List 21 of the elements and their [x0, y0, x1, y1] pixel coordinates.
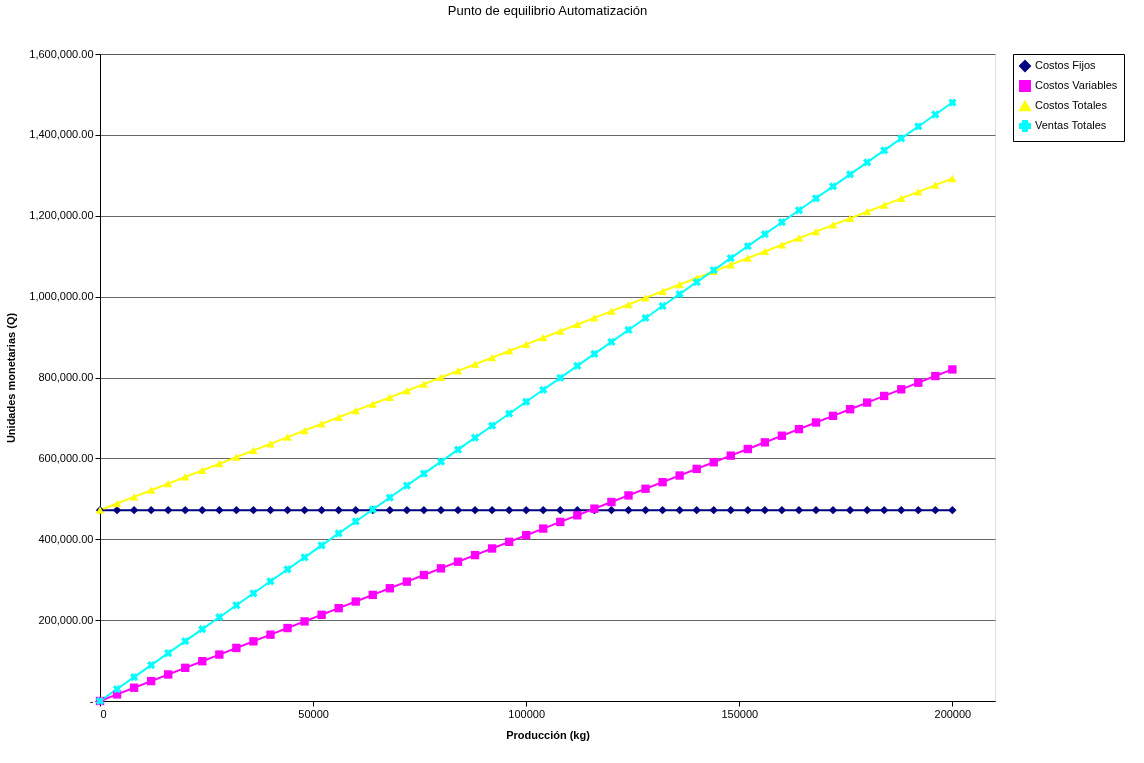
x-tick-label: 0 — [100, 707, 107, 720]
y-tick-label: 200,000.00 — [38, 613, 94, 626]
x-tick-label: 200000 — [934, 707, 972, 720]
x-axis-title: Producción (kg) — [506, 728, 591, 741]
y-tick-label: 400,000.00 — [38, 532, 94, 545]
chart-title: Punto de equilibrio Automatización — [447, 3, 648, 18]
legend-label: Costos Totales — [1035, 99, 1108, 111]
legend-label: Costos Variables — [1035, 79, 1118, 91]
legend-label: Ventas Totales — [1035, 119, 1107, 131]
y-tick-label: 1,200,000.00 — [29, 209, 94, 222]
y-tick-label: 600,000.00 — [38, 451, 94, 464]
x-tick-label: 150000 — [721, 707, 759, 720]
y-tick-label: - — [89, 694, 94, 707]
y-tick-label: 1,000,000.00 — [29, 290, 94, 303]
y-tick-label: 1,400,000.00 — [29, 128, 94, 141]
y-axis-title: Unidades monetarias (Q) — [5, 312, 18, 444]
y-tick-label: 1,600,000.00 — [29, 47, 94, 60]
legend-label: Costos Fijos — [1035, 59, 1097, 71]
x-tick-label: 100000 — [508, 707, 546, 720]
x-tick-label: 50000 — [298, 707, 329, 720]
y-tick-label: 800,000.00 — [38, 371, 94, 383]
